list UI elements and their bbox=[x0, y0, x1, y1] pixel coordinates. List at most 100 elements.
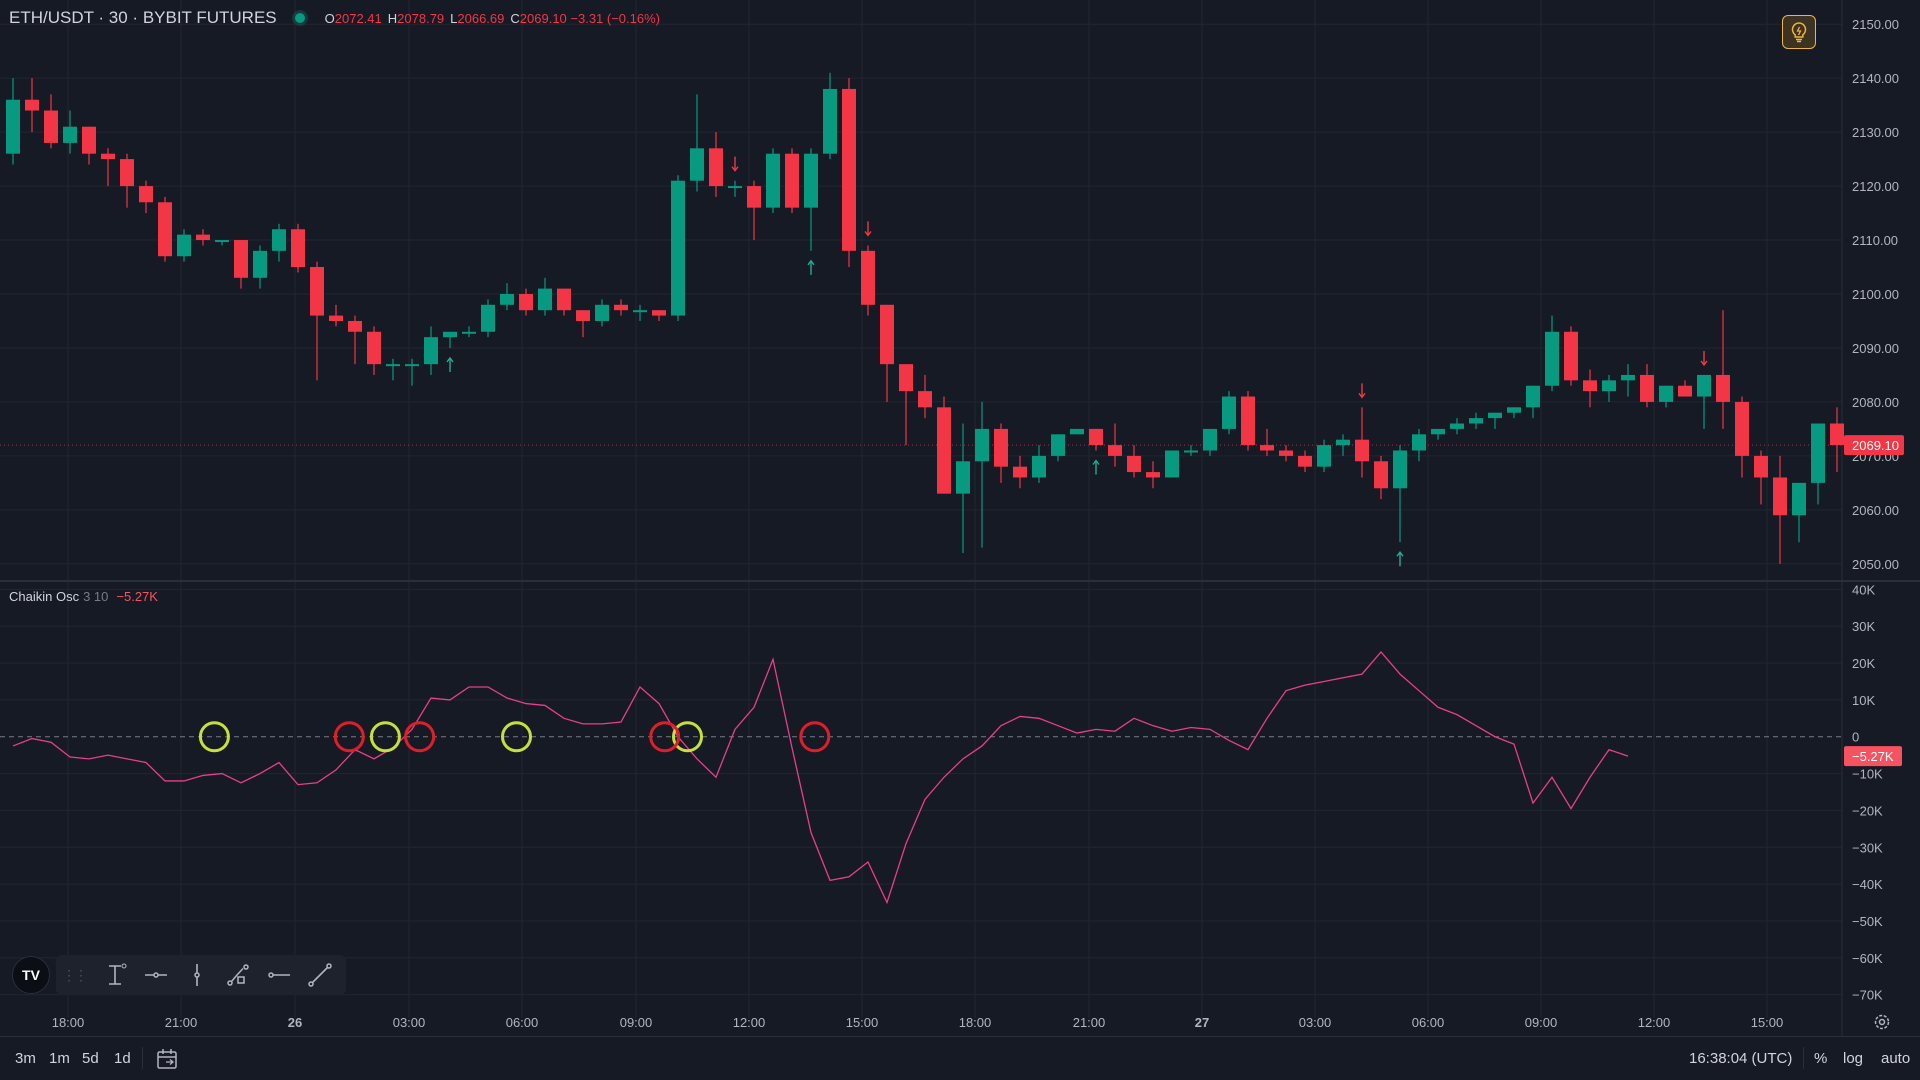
range-1m-button[interactable]: 1m bbox=[49, 1050, 70, 1067]
horizontal-line-icon bbox=[267, 972, 290, 978]
candle-body bbox=[880, 304, 894, 365]
candle-body bbox=[1469, 418, 1483, 424]
horizontal-ray-tool[interactable] bbox=[135, 955, 176, 995]
range-5d-button[interactable]: 5d bbox=[82, 1050, 99, 1067]
candle-body bbox=[614, 304, 628, 311]
candle-body bbox=[595, 304, 609, 321]
log-scale-toggle[interactable]: log bbox=[1843, 1050, 1864, 1067]
down-arrow-icon bbox=[731, 156, 739, 172]
time-tick-label: 18:00 bbox=[959, 1015, 992, 1030]
horizontal-line-tool[interactable] bbox=[258, 955, 299, 995]
candle-body bbox=[367, 331, 381, 365]
text-cursor-icon bbox=[108, 963, 126, 985]
candle-body bbox=[1317, 445, 1331, 467]
candle-body bbox=[1431, 428, 1445, 435]
indicator-legend[interactable]: Chaikin Osc 3 10 −5.27K bbox=[9, 589, 158, 604]
bullish-cross-marker bbox=[369, 721, 401, 753]
indicator-value: −5.27K bbox=[116, 589, 158, 604]
candle-body bbox=[1241, 396, 1255, 446]
candle-body bbox=[1564, 331, 1578, 381]
candle-body bbox=[253, 250, 267, 278]
osc-tick-label: 40K bbox=[1852, 582, 1875, 597]
price-tick-label: 2140.00 bbox=[1852, 71, 1899, 86]
time-tick-label: 26 bbox=[288, 1015, 302, 1030]
chart-settings-button[interactable] bbox=[1872, 1012, 1892, 1037]
time-tick-label: 09:00 bbox=[1525, 1015, 1558, 1030]
down-arrow-icon bbox=[864, 221, 872, 237]
time-axis[interactable]: 18:00 21:00 26 03:00 06:00 09:00 12:00 15:00 18:… bbox=[52, 1015, 1784, 1030]
time-tick-label: 15:00 bbox=[846, 1015, 879, 1030]
candle-body bbox=[291, 229, 305, 268]
time-tick-label: 21:00 bbox=[1073, 1015, 1106, 1030]
candle-body bbox=[785, 153, 799, 208]
auto-scale-toggle[interactable]: auto bbox=[1881, 1050, 1911, 1067]
range-3m-button[interactable]: 3m bbox=[15, 1050, 36, 1067]
drag-handle-icon[interactable]: ⋮⋮ bbox=[62, 966, 88, 983]
price-axis[interactable]: 2150.00 2140.00 2130.00 2120.00 2110.00 2100.… bbox=[1844, 17, 1904, 572]
oscillator-axis[interactable]: 40K 30K 20K 10K 0 −10K −20K −30K −40K −50K −60K −70… bbox=[1844, 582, 1902, 1003]
bearish-cross-marker bbox=[649, 721, 681, 753]
candle-body bbox=[215, 240, 229, 243]
price-tick-label: 2150.00 bbox=[1852, 17, 1899, 32]
candle-body bbox=[462, 331, 476, 334]
price-tick-label: 2050.00 bbox=[1852, 557, 1899, 572]
candle-body bbox=[1640, 374, 1654, 402]
symbol-title[interactable]: ETH/USDT · 30 · BYBIT FUTURES bbox=[9, 8, 277, 27]
range-1d-button[interactable]: 1d bbox=[114, 1050, 131, 1067]
osc-tick-label: −10K bbox=[1852, 767, 1883, 782]
candle-body bbox=[652, 310, 666, 316]
candle-body bbox=[899, 364, 913, 392]
candle-body bbox=[1222, 396, 1236, 429]
trend-line-tool[interactable] bbox=[299, 955, 340, 995]
candle-body bbox=[766, 153, 780, 208]
bullish-cross-marker bbox=[501, 721, 532, 753]
percent-scale-toggle[interactable]: % bbox=[1814, 1050, 1828, 1067]
bearish-cross-marker bbox=[333, 721, 365, 753]
candle-body bbox=[1621, 374, 1635, 381]
open-value: 2072.41 bbox=[334, 10, 382, 26]
low-value: 2066.69 bbox=[457, 10, 505, 26]
high-value: 2078.79 bbox=[397, 10, 445, 26]
candle-body bbox=[1507, 407, 1521, 413]
osc-tick-label: −60K bbox=[1852, 951, 1883, 966]
go-to-date-button[interactable] bbox=[155, 1047, 179, 1075]
pane-separator bbox=[0, 0, 1920, 1036]
time-tick-label: 21:00 bbox=[165, 1015, 198, 1030]
bearish-cross-marker bbox=[404, 721, 436, 753]
candle-body bbox=[937, 407, 951, 494]
candle-body bbox=[386, 364, 400, 367]
time-tick-label: 09:00 bbox=[620, 1015, 653, 1030]
low-label: L bbox=[450, 10, 458, 26]
up-arrow-icon bbox=[1396, 551, 1404, 567]
path-icon bbox=[226, 964, 249, 986]
candle-body bbox=[405, 364, 419, 367]
candle-body bbox=[481, 304, 495, 332]
oscillator-line bbox=[12, 651, 1629, 905]
candle-body bbox=[1032, 455, 1046, 478]
time-tick-label: 06:00 bbox=[1412, 1015, 1445, 1030]
price-tick-label: 2130.00 bbox=[1852, 125, 1899, 140]
crossing-markers bbox=[198, 721, 831, 753]
ideas-lightbulb-button[interactable] bbox=[1782, 15, 1816, 49]
candle-body bbox=[728, 186, 742, 189]
candle-body bbox=[82, 126, 96, 154]
tradingview-logo[interactable]: TV bbox=[12, 956, 50, 994]
osc-tick-label: −40K bbox=[1852, 877, 1883, 892]
osc-tick-label: 10K bbox=[1852, 693, 1875, 708]
candle-body bbox=[519, 294, 533, 311]
candle-body bbox=[709, 148, 723, 187]
down-arrow-icon bbox=[1358, 383, 1366, 399]
price-tick-label: 2100.00 bbox=[1852, 287, 1899, 302]
text-cursor-tool[interactable] bbox=[94, 955, 135, 995]
osc-tick-label: −50K bbox=[1852, 914, 1883, 929]
vertical-line-tool[interactable] bbox=[176, 955, 217, 995]
clock-display[interactable]: 16:38:04 (UTC) bbox=[1689, 1050, 1793, 1067]
candle-body bbox=[424, 337, 438, 365]
quick-tools: ⋮⋮ bbox=[56, 955, 346, 995]
candle-body bbox=[1279, 450, 1293, 456]
path-tool[interactable] bbox=[217, 955, 258, 995]
candle-body bbox=[1735, 401, 1749, 456]
candle-body bbox=[1659, 385, 1673, 402]
vertical-line-icon bbox=[193, 964, 200, 986]
